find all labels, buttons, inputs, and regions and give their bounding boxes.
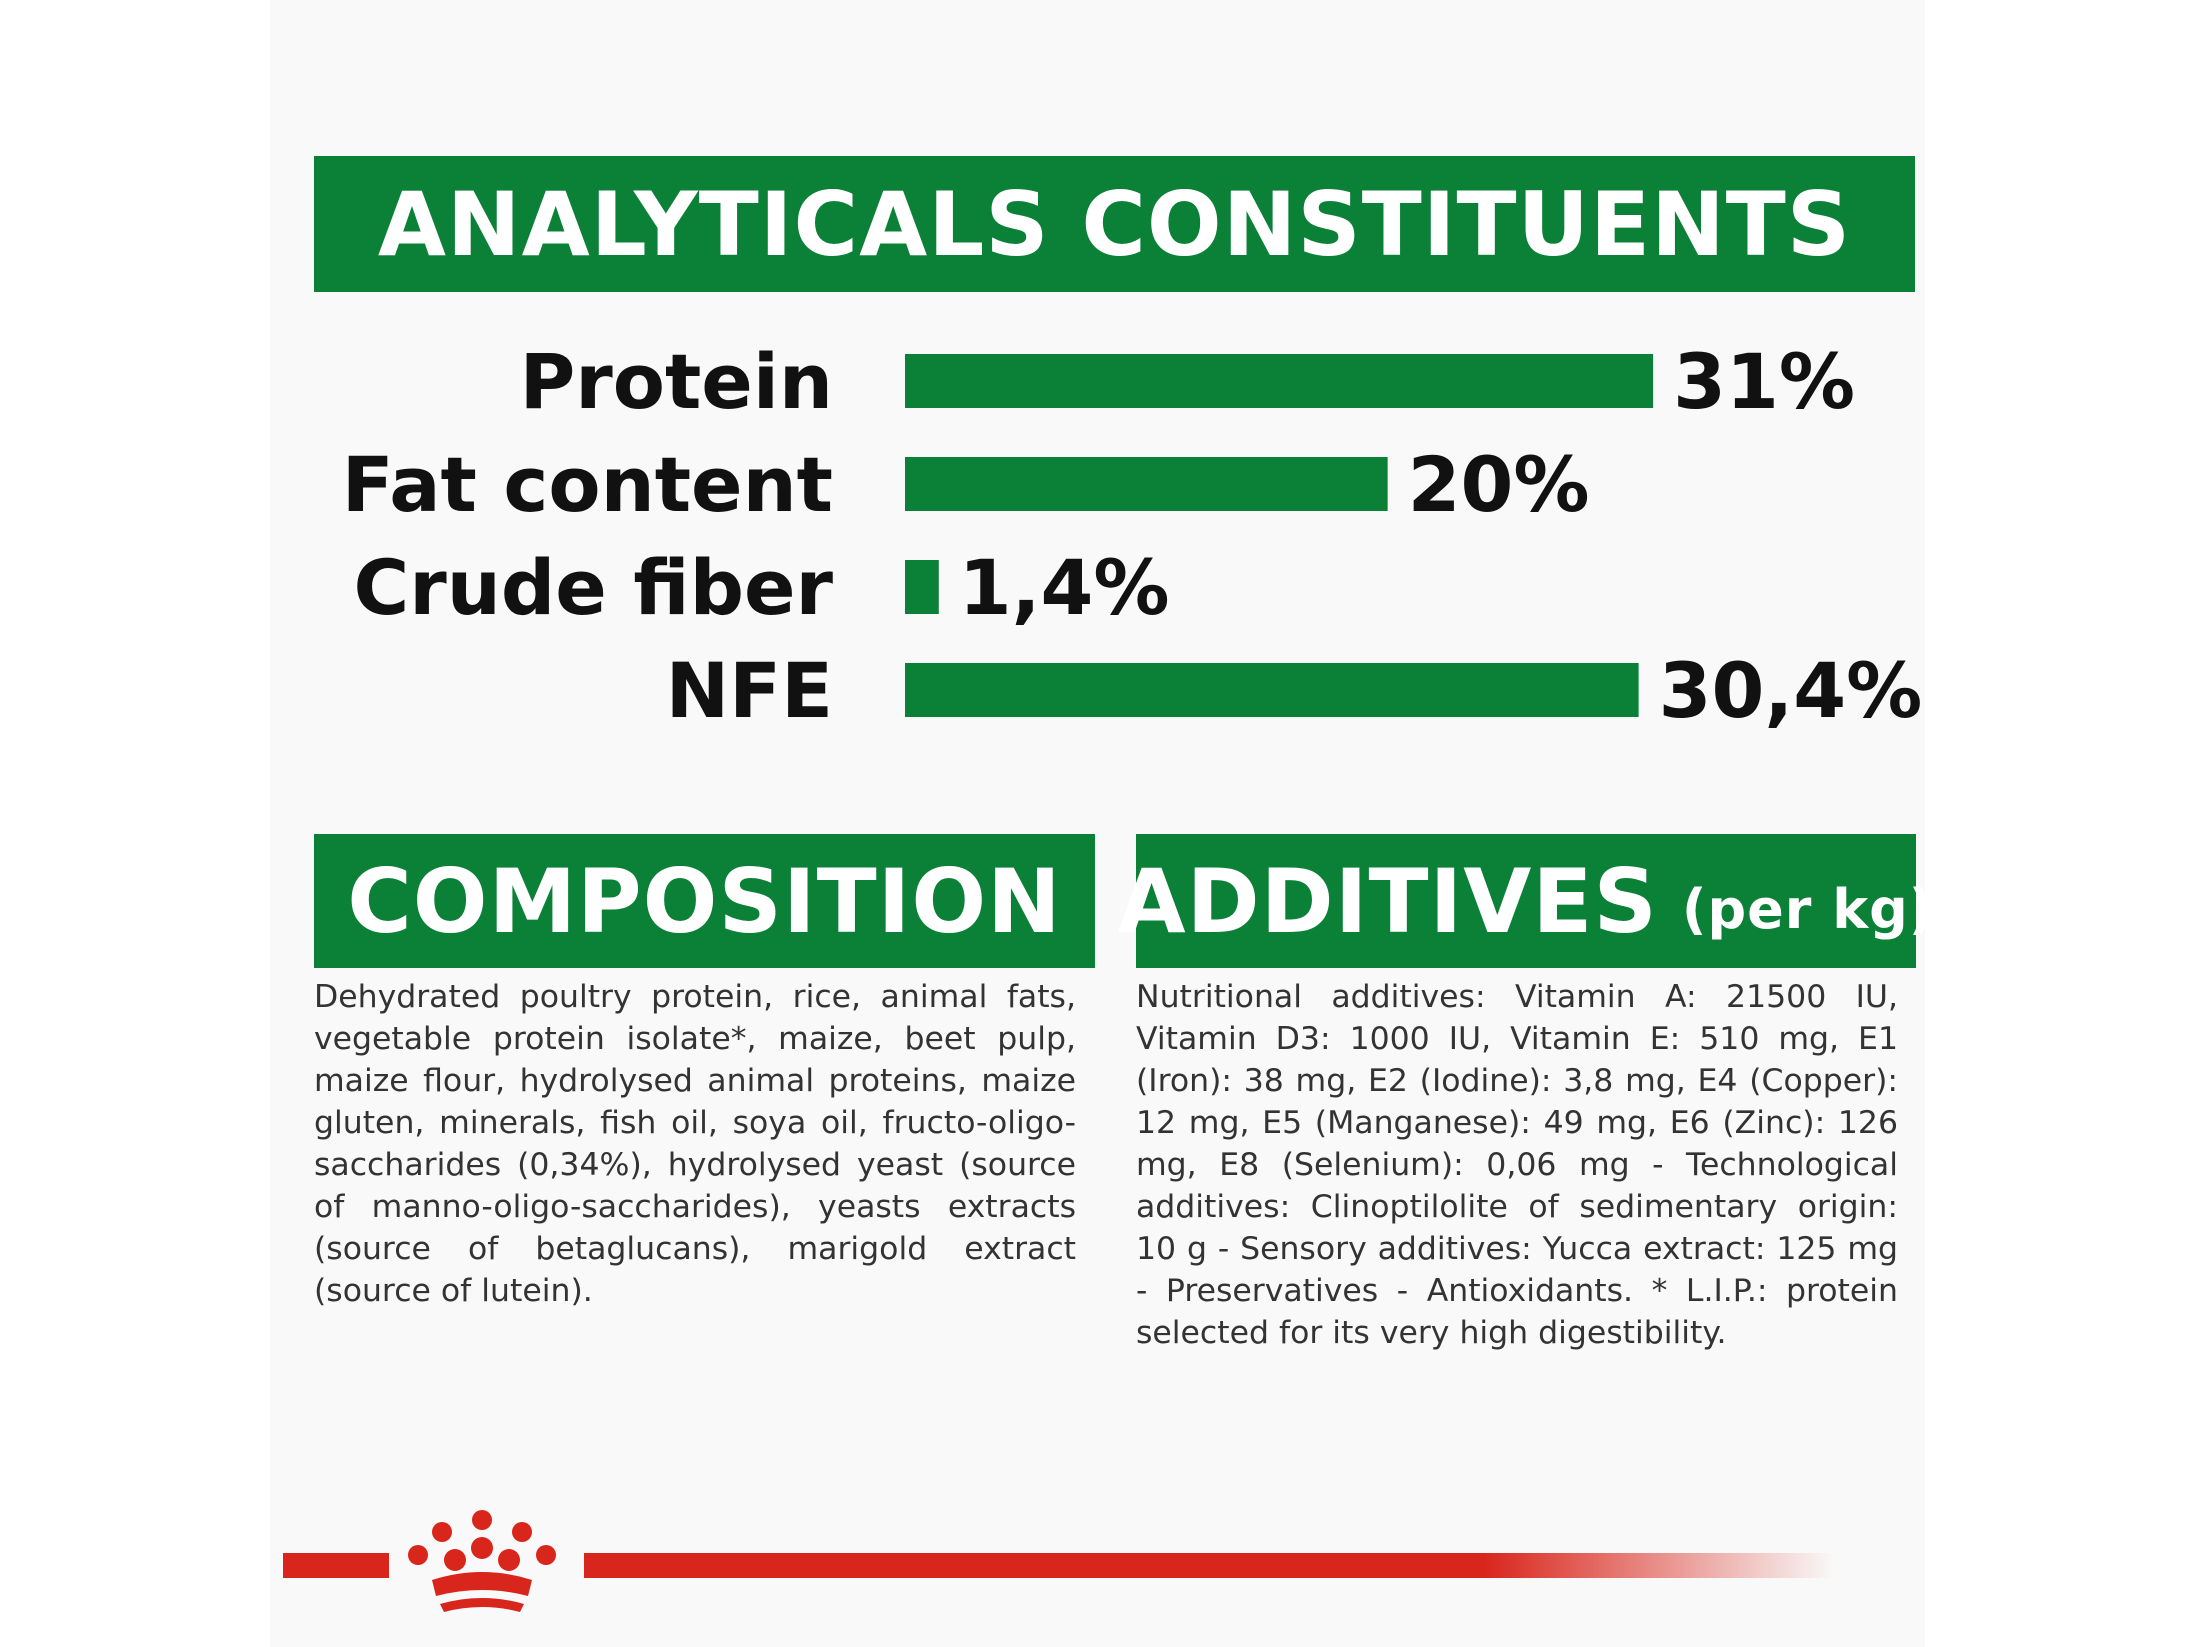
additives-title: ADDITIVES: [1117, 849, 1658, 953]
analytical-constituents-header: ANALYTICALS CONSTITUENTS: [314, 156, 1915, 292]
value-label-crude-fiber: 1,4%: [959, 543, 1170, 632]
category-label-fat-content: Fat content: [342, 440, 833, 529]
red-stripe-left: [283, 1553, 389, 1578]
additives-header: ADDITIVES (per kg): [1118, 834, 1933, 968]
red-stripe-right: [584, 1553, 1834, 1578]
bar-protein: [905, 354, 1654, 408]
bar-crude-fiber: [905, 560, 939, 614]
bar-fat-content: [905, 457, 1388, 511]
bar-nfe: [905, 663, 1639, 717]
analytical-constituents-title: ANALYTICALS CONSTITUENTS: [377, 172, 1852, 276]
category-label-protein: Protein: [520, 337, 833, 426]
value-label-fat-content: 20%: [1408, 440, 1590, 529]
brand-strip: [283, 1510, 1834, 1612]
value-label-protein: 31%: [1673, 337, 1855, 426]
category-label-nfe: NFE: [666, 646, 833, 735]
crown-logo-icon: [408, 1510, 556, 1612]
composition-text: Dehydrated poultry protein, rice, animal…: [314, 979, 1076, 1309]
additives-per-kg-label: (per kg): [1681, 877, 1935, 941]
value-label-nfe: 30,4%: [1659, 646, 1923, 735]
composition-header: COMPOSITION: [314, 834, 1095, 968]
category-label-crude-fiber: Crude fiber: [353, 543, 833, 632]
analytical-constituents-chart: Protein 31% Fat content 20% Crude fiber 1,4% N…: [342, 337, 1923, 735]
additives-text: Nutritional additives: Vitamin A: 21500 …: [1136, 979, 1898, 1351]
composition-title: COMPOSITION: [347, 849, 1062, 953]
